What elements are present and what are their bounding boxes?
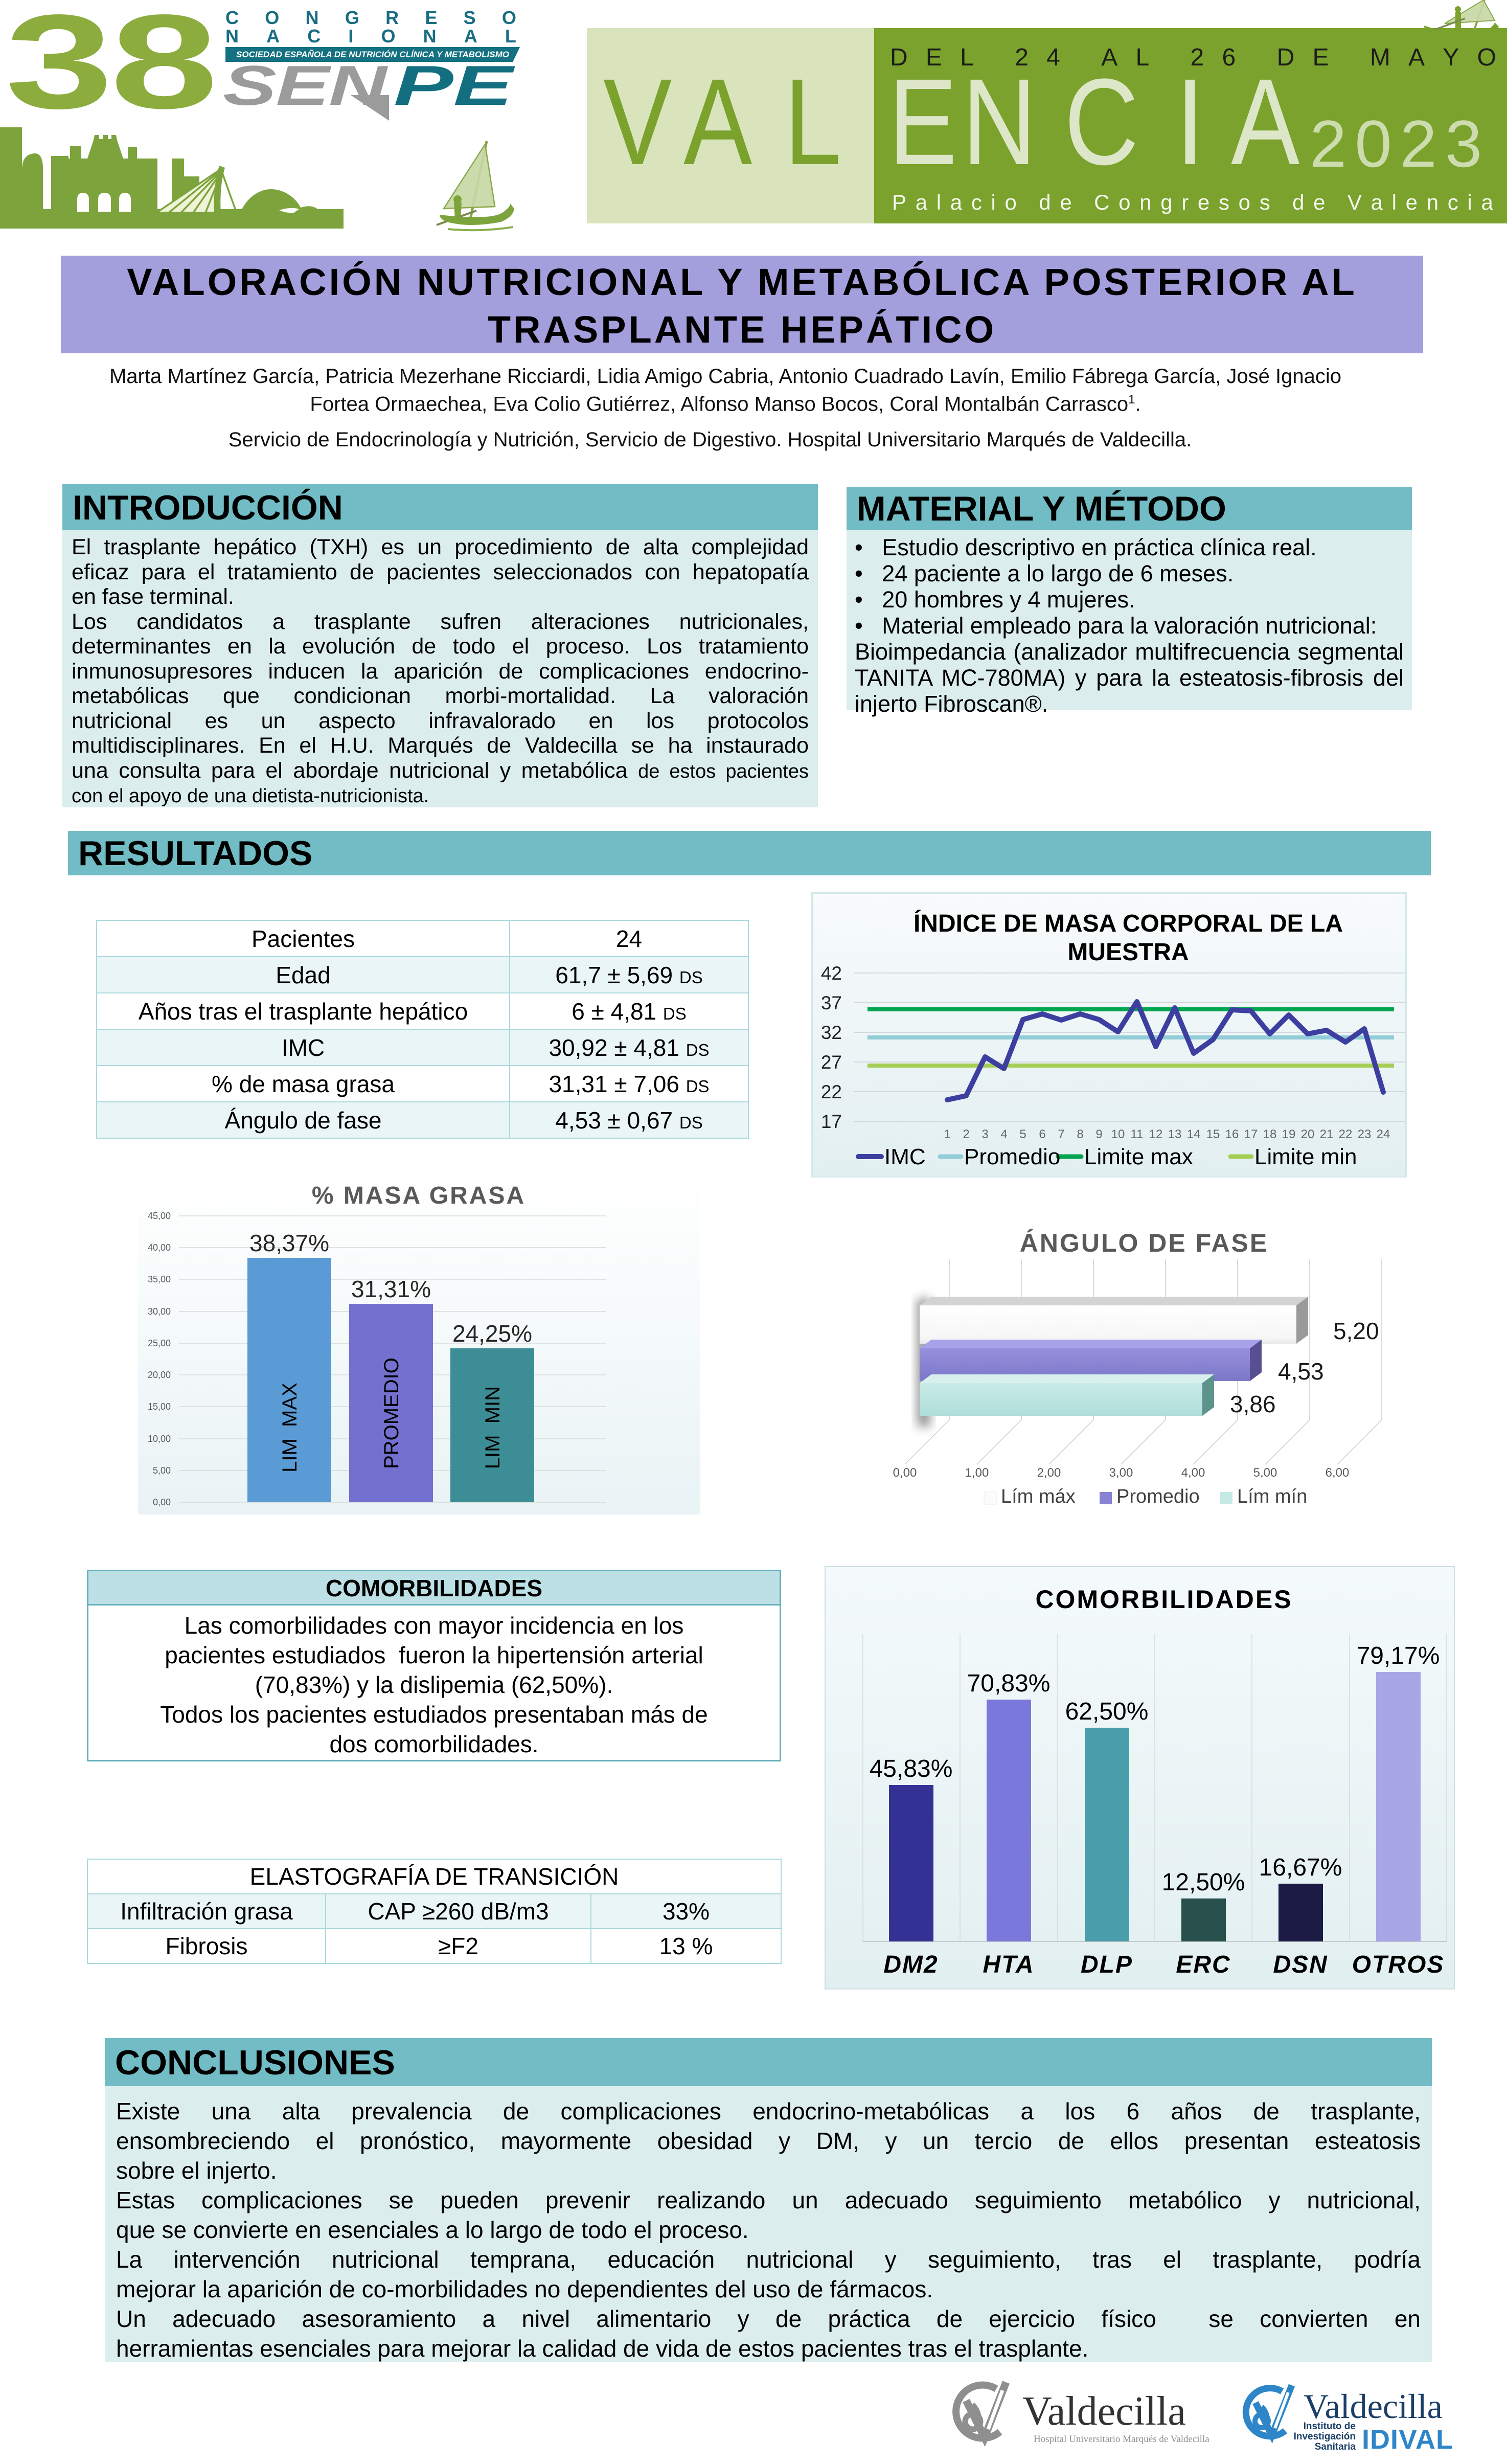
svg-text:Lím máx: Lím máx [1001,1486,1076,1507]
svg-text:40,00: 40,00 [148,1242,171,1253]
svg-text:17: 17 [1244,1127,1258,1141]
svg-text:62,50%: 62,50% [1065,1698,1149,1725]
svg-text:30,00: 30,00 [148,1306,171,1317]
svg-text:Valdecilla: Valdecilla [1022,2389,1186,2434]
svg-text:7: 7 [1058,1127,1064,1141]
svg-text:0,00: 0,00 [893,1466,917,1480]
svg-text:37: 37 [821,992,842,1013]
svg-text:21: 21 [1320,1127,1334,1141]
svg-text:6,00: 6,00 [1326,1466,1350,1480]
svg-text:ÁNGULO DE FASE: ÁNGULO DE FASE [1020,1229,1268,1257]
svg-text:8: 8 [1077,1127,1083,1141]
svg-text:70,83%: 70,83% [967,1670,1051,1697]
svg-text:DSN: DSN [1273,1951,1328,1978]
svg-text:19: 19 [1282,1127,1296,1141]
svg-text:25,00: 25,00 [148,1338,171,1348]
svg-text:14: 14 [1187,1127,1201,1141]
svg-text:10: 10 [1111,1127,1125,1141]
svg-text:1: 1 [944,1127,950,1141]
svg-text:4,00: 4,00 [1181,1466,1205,1480]
svg-text:45,83%: 45,83% [870,1755,953,1782]
svg-text:20: 20 [1301,1127,1315,1141]
svg-text:20,00: 20,00 [148,1370,171,1380]
svg-text:2,00: 2,00 [1037,1466,1061,1480]
svg-text:27: 27 [821,1052,842,1073]
svg-text:15: 15 [1206,1127,1220,1141]
svg-text:42: 42 [821,963,842,984]
svg-text:12,50%: 12,50% [1162,1869,1245,1896]
svg-text:HTA: HTA [983,1951,1034,1978]
svg-text:MUESTRA: MUESTRA [1067,939,1189,966]
svg-text:31,31%: 31,31% [351,1276,431,1302]
svg-text:15,00: 15,00 [148,1401,171,1412]
svg-text:Valdecilla: Valdecilla [1304,2387,1443,2426]
svg-text:5,00: 5,00 [1253,1466,1277,1480]
svg-text:24: 24 [1377,1127,1390,1141]
svg-text:PROMEDIO: PROMEDIO [380,1358,403,1469]
svg-text:22: 22 [821,1081,842,1102]
svg-text:11: 11 [1131,1127,1144,1141]
svg-text:Promedio: Promedio [964,1144,1060,1169]
svg-text:IDIVAL: IDIVAL [1362,2424,1453,2455]
svg-text:0,00: 0,00 [153,1497,171,1507]
svg-text:DM2: DM2 [883,1951,938,1978]
svg-text:12: 12 [1149,1127,1163,1141]
svg-text:DLP: DLP [1081,1951,1133,1978]
svg-text:16: 16 [1225,1127,1239,1141]
svg-text:45,00: 45,00 [148,1211,171,1221]
svg-text:Hospital Universitario Marqués: Hospital Universitario Marqués de Valdec… [1034,2434,1209,2445]
svg-text:6: 6 [1039,1127,1045,1141]
svg-text:4,53: 4,53 [1278,1358,1324,1385]
svg-text:17: 17 [821,1111,842,1132]
svg-text:Limite min: Limite min [1254,1144,1357,1169]
svg-text:1,00: 1,00 [965,1466,989,1480]
svg-text:18: 18 [1263,1127,1277,1141]
svg-text:Instituto de: Instituto de [1304,2421,1356,2432]
svg-text:Sanitaria: Sanitaria [1315,2442,1356,2452]
svg-text:Limite max: Limite max [1084,1144,1193,1169]
svg-text:ÍNDICE DE MASA CORPORAL DE LA: ÍNDICE DE MASA CORPORAL DE LA [914,910,1343,937]
svg-text:9: 9 [1095,1127,1102,1141]
svg-text:10,00: 10,00 [148,1434,171,1444]
svg-text:22: 22 [1339,1127,1353,1141]
svg-text:OTROS: OTROS [1352,1951,1445,1978]
svg-text:IMC: IMC [884,1144,926,1169]
svg-text:32: 32 [821,1022,842,1043]
svg-text:5: 5 [1019,1127,1026,1141]
svg-text:Investigación: Investigación [1294,2431,1356,2442]
svg-text:LIM MIN: LIM MIN [482,1386,504,1469]
svg-text:% MASA GRASA: % MASA GRASA [312,1182,526,1209]
svg-text:LIM MAX: LIM MAX [279,1383,301,1473]
svg-text:35,00: 35,00 [148,1274,171,1284]
svg-text:13: 13 [1168,1127,1182,1141]
svg-text:5,20: 5,20 [1333,1318,1379,1344]
svg-text:4: 4 [1000,1127,1007,1141]
svg-text:3,86: 3,86 [1230,1391,1276,1417]
svg-text:Promedio: Promedio [1116,1486,1200,1507]
svg-text:79,17%: 79,17% [1357,1642,1440,1669]
svg-text:16,67%: 16,67% [1259,1854,1342,1881]
svg-text:3,00: 3,00 [1109,1466,1133,1480]
svg-text:38,37%: 38,37% [249,1230,329,1256]
svg-text:3: 3 [981,1127,988,1141]
svg-text:ERC: ERC [1176,1951,1230,1978]
svg-text:5,00: 5,00 [153,1465,171,1476]
svg-text:24,25%: 24,25% [452,1320,532,1347]
svg-text:23: 23 [1358,1127,1372,1141]
svg-text:COMORBILIDADES: COMORBILIDADES [1035,1585,1292,1614]
svg-text:Lím mín: Lím mín [1237,1486,1307,1507]
svg-text:2: 2 [963,1127,969,1141]
